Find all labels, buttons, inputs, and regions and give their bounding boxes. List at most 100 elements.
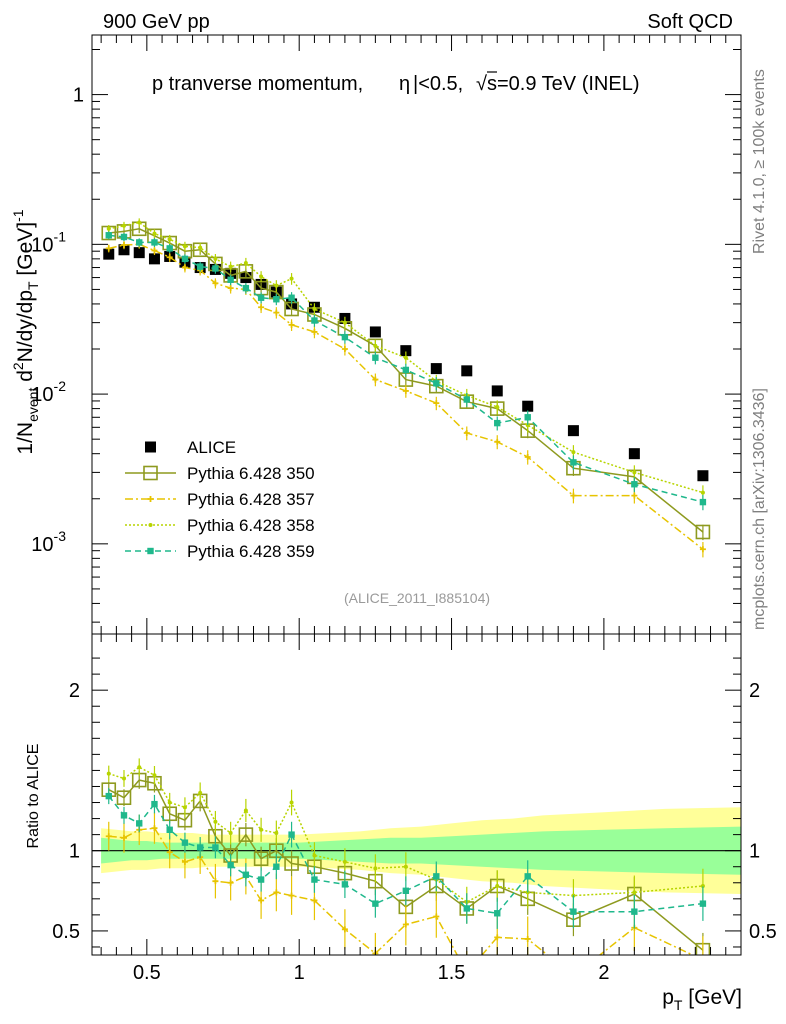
ratio-point: [289, 800, 294, 805]
legend-entry: Pythia 6.428 350: [125, 464, 315, 483]
main-series-3: [106, 218, 705, 501]
data-point: [148, 253, 160, 265]
ratio-y-tick-label: 0.5: [52, 921, 80, 943]
legend-marker: [148, 523, 153, 527]
svg-text:1/Nevent d2N/dy/dpT [GeV]-1: 1/Nevent d2N/dy/dpT [GeV]-1: [10, 209, 41, 454]
data-point: [289, 276, 294, 281]
header-right-label: Soft QCD: [647, 11, 733, 33]
data-point: [697, 470, 709, 482]
data-point: [167, 237, 172, 242]
ratio-line: [108, 795, 703, 915]
ratio-point: [284, 856, 299, 871]
legend-label: Pythia 6.428 358: [187, 516, 315, 535]
ratio-point: [524, 935, 531, 942]
ratio-point: [433, 873, 440, 880]
legend-label: Pythia 6.428 357: [187, 490, 315, 509]
data-point: [631, 492, 638, 499]
ratio-panel-frame: 0.5 0.5 1 1 2 2 0.5 1 1.5 2: [52, 633, 777, 984]
ratio-point: [167, 800, 172, 805]
data-point: [227, 285, 234, 292]
ratio-point: [372, 900, 379, 907]
ratio-point: [121, 776, 126, 781]
data-point: [699, 546, 706, 553]
ratio-point: [120, 812, 128, 819]
data-point: [182, 244, 187, 249]
data-point: [402, 366, 410, 374]
ratio-panel: 0.5 0.5 1 1 2 2 0.5 1 1.5 2 Ratio to ALICE pT [Ge…: [25, 633, 777, 1013]
data-point: [341, 333, 349, 341]
data-point: [311, 328, 318, 335]
data-point: [491, 385, 503, 397]
data-point: [288, 294, 295, 301]
data-point: [571, 450, 576, 455]
data-point: [212, 280, 219, 287]
data-point: [403, 355, 408, 360]
data-point: [628, 448, 640, 460]
data-point: [342, 320, 347, 325]
ratio-point: [196, 844, 204, 851]
ratio-point: [494, 934, 501, 941]
main-title-rest: η |<0.5, √ s =0.9 TeV (INEL): [399, 71, 639, 95]
series-line: [108, 228, 704, 533]
data-point: [228, 264, 233, 269]
ratio-point: [570, 908, 577, 915]
data-point: [570, 459, 577, 466]
ratio-point: [433, 913, 440, 920]
data-point: [166, 245, 173, 252]
ratio-point: [253, 851, 269, 867]
data-point: [372, 354, 379, 361]
ratio-point: [105, 792, 112, 800]
ratio-point: [257, 876, 265, 883]
ratio-point: [242, 871, 250, 878]
data-point: [463, 396, 470, 403]
data-point: [700, 490, 705, 495]
ratio-point: [181, 839, 189, 846]
data-point: [400, 345, 412, 357]
ratio-point: [152, 773, 157, 778]
ratio-y-tick-label: 1: [69, 841, 80, 863]
ratio-line: [108, 766, 703, 903]
ratio-point: [342, 859, 347, 864]
ratio-y-tick-label-right: 0.5: [749, 921, 777, 943]
data-point: [369, 326, 381, 338]
ratio-point: [341, 881, 349, 888]
ratio-point: [311, 876, 318, 883]
ratio-point: [120, 834, 127, 841]
data-point: [273, 309, 280, 316]
main-series-4: [105, 231, 707, 511]
ratio-point: [182, 805, 187, 810]
main-title-eta: η: [399, 73, 410, 95]
data-point: [105, 232, 112, 239]
legend-entry: Pythia 6.428 359: [125, 542, 315, 561]
data-point: [699, 498, 707, 506]
legend-entry: Pythia 6.428 357: [125, 490, 315, 509]
ratio-point: [373, 866, 378, 871]
legend-entry: ALICE: [145, 438, 236, 457]
data-point: [463, 429, 470, 436]
ratio-point: [166, 826, 173, 834]
data-point: [198, 245, 203, 250]
legend-label: ALICE: [187, 438, 236, 457]
ratio-y-tick-label-right: 2: [749, 680, 760, 702]
data-point: [212, 265, 219, 272]
main-title-prefix: p tranverse momentum,: [152, 73, 363, 95]
ratio-point: [311, 897, 318, 904]
data-point: [259, 274, 264, 279]
y-tick-label-main: 10-3: [31, 528, 66, 556]
ratio-point: [273, 863, 280, 870]
data-point: [118, 244, 130, 256]
ratio-point: [494, 910, 501, 917]
data-point: [103, 248, 115, 260]
series-line: [108, 243, 704, 550]
ratio-point: [166, 849, 173, 856]
data-point: [311, 317, 318, 324]
ratio-point: [632, 890, 637, 895]
data-point: [525, 423, 530, 428]
ratio-point: [463, 905, 470, 912]
data-point: [133, 247, 145, 259]
ratio-line: [108, 779, 704, 951]
data-point: [242, 284, 250, 292]
x-tick-label: 0.5: [133, 962, 161, 984]
legend-marker: [147, 547, 154, 555]
